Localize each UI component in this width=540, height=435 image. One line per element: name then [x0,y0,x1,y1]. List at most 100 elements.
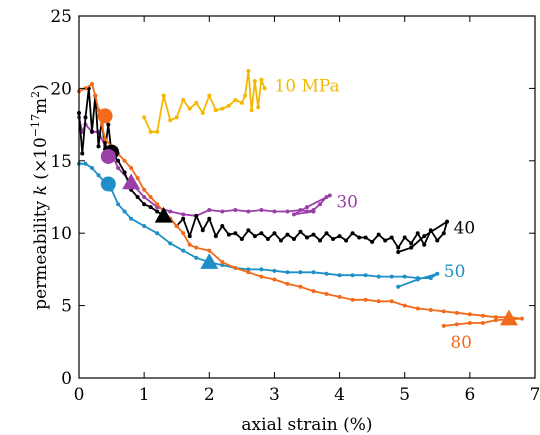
data-point [480,313,485,318]
data-point [90,166,95,171]
data-point [181,216,186,221]
data-point [259,274,264,279]
data-point [467,320,472,325]
data-point [259,231,264,236]
data-point [213,234,218,239]
data-point [168,118,173,123]
series-layer [77,69,524,328]
data-point [181,212,186,217]
data-point [129,166,134,171]
data-point [298,284,303,289]
data-point [493,315,498,320]
data-point [220,260,225,265]
data-point [298,208,303,213]
data-point [350,273,355,278]
data-point [259,208,264,213]
y-axis-label-unit-m: m [31,98,51,114]
data-point [259,77,264,82]
data-point [174,223,179,228]
data-point [181,248,186,253]
data-point [142,223,147,228]
data-point [428,276,433,281]
triangle-marker [154,206,173,223]
data-point [155,231,160,236]
data-point [90,82,95,87]
data-point [493,318,498,323]
data-point [519,316,524,321]
data-point [174,115,179,120]
series-label: 40 [454,218,476,238]
data-point [187,106,192,111]
data-point [441,323,446,328]
series-line [143,70,266,133]
data-point [243,93,248,98]
data-point [181,231,186,236]
x-tick-label: 6 [464,385,475,405]
data-point [389,235,394,240]
x-tick-label: 0 [74,385,85,405]
data-point [187,234,192,239]
data-point [142,195,147,199]
data-point [422,242,427,247]
data-point [350,297,355,302]
data-point [311,289,316,294]
data-point [305,205,309,210]
data-point [337,273,342,278]
data-point [155,129,160,134]
data-point [246,228,251,233]
data-point [272,268,277,273]
series-label: 30 [336,192,358,212]
data-point [337,294,342,299]
series-1 [77,115,332,218]
data-point [116,202,121,207]
data-point [233,231,238,236]
data-point [324,292,329,297]
x-tick-label: 7 [530,385,540,405]
x-tick-label: 3 [269,385,280,405]
data-point [262,86,267,91]
data-point [246,267,251,272]
marker-layer [97,108,518,326]
data-point [252,234,257,239]
data-point [148,205,153,210]
data-point [445,219,450,224]
data-point [454,310,459,315]
data-point [435,238,440,243]
data-point [106,122,111,127]
data-point [278,238,283,243]
data-point [415,231,420,236]
series-label-layer: 10 MPa 30 40 50 80 [274,77,475,353]
data-point [402,274,407,279]
data-point [467,312,472,317]
data-point [402,303,407,308]
data-point [207,216,212,221]
data-point [285,270,290,275]
data-point [80,151,85,156]
data-point [409,241,414,246]
data-point [344,238,349,243]
data-point [272,277,277,282]
data-point [213,108,218,113]
data-point [200,228,205,233]
data-point [233,208,238,213]
y-axis-label-square: 2 [29,91,42,98]
data-point [298,270,303,275]
data-point [441,231,446,236]
data-point [480,320,485,325]
y-tick-label: 20 [50,79,72,99]
series-4 [77,82,524,328]
data-point [415,306,420,311]
data-point [337,234,342,239]
data-point [233,97,238,102]
data-point [220,223,225,228]
data-point [220,209,225,214]
data-point [155,209,160,214]
data-point [409,245,414,250]
data-point [396,245,401,250]
data-point [285,209,290,214]
data-point [272,231,277,236]
data-point [148,129,153,134]
data-point [383,238,388,243]
data-point [142,187,147,192]
data-point [194,213,199,218]
